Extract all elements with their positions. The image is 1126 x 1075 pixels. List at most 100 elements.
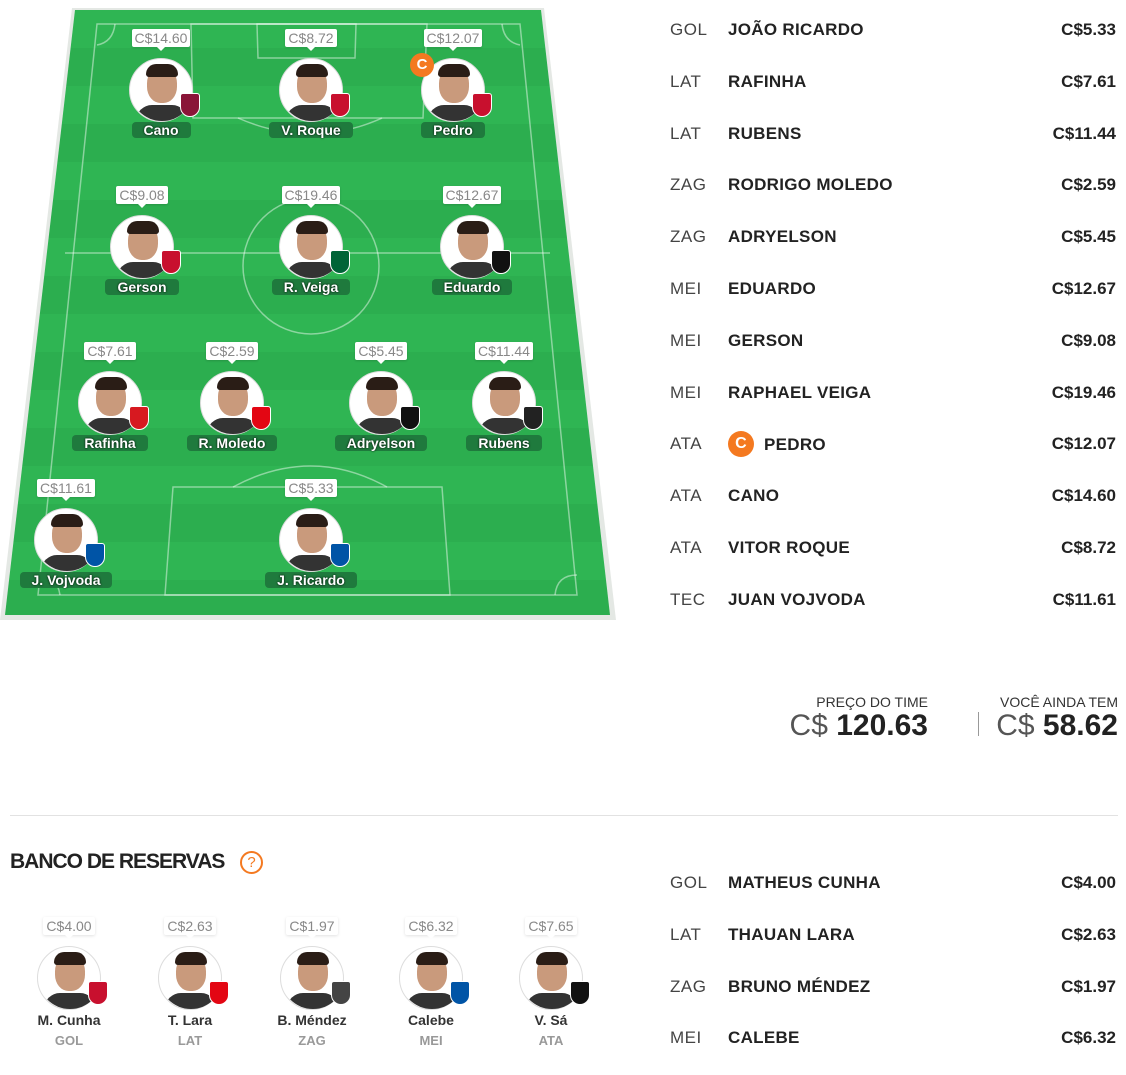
player-card[interactable]: C$2.63 T. Lara LAT bbox=[130, 917, 250, 1048]
position-label: GOL bbox=[670, 873, 708, 892]
player-name-text: MATHEUS CUNHA bbox=[728, 873, 881, 892]
player-card[interactable]: C$7.65 V. Sá ATA bbox=[491, 917, 611, 1048]
player-card[interactable]: C$5.33 J. Ricardo bbox=[251, 479, 371, 590]
player-card[interactable]: C$11.44 Rubens bbox=[444, 342, 564, 453]
player-avatar[interactable] bbox=[399, 946, 470, 1010]
list-item[interactable]: LAT RAFINHA C$7.61 bbox=[670, 72, 1116, 96]
player-avatar[interactable] bbox=[110, 215, 181, 279]
player-full-name: RAFINHA bbox=[728, 72, 807, 92]
player-card[interactable]: C$11.61 J. Vojvoda bbox=[6, 479, 126, 590]
player-name-text: JOÃO RICARDO bbox=[728, 20, 864, 39]
player-card[interactable]: C$9.08 Gerson bbox=[82, 186, 202, 297]
price-tag: C$5.33 bbox=[285, 479, 337, 501]
player-full-name: RODRIGO MOLEDO bbox=[728, 175, 893, 195]
list-item[interactable]: GOL MATHEUS CUNHA C$4.00 bbox=[670, 873, 1116, 897]
player-full-name: MATHEUS CUNHA bbox=[728, 873, 881, 893]
list-item[interactable]: MEI EDUARDO C$12.67 bbox=[670, 279, 1116, 303]
player-name-wrap: R. Veiga bbox=[251, 279, 371, 297]
list-item[interactable]: ATA CANO C$14.60 bbox=[670, 486, 1116, 510]
player-shirt bbox=[526, 993, 578, 1009]
list-item[interactable]: ZAG BRUNO MÉNDEZ C$1.97 bbox=[670, 977, 1116, 1001]
player-card[interactable]: C$12.67 Eduardo bbox=[412, 186, 532, 297]
price-tag: C$8.72 bbox=[285, 29, 337, 51]
player-hair bbox=[366, 377, 398, 390]
player-full-name: CALEBE bbox=[728, 1028, 800, 1048]
player-name: Cano bbox=[131, 122, 191, 138]
player-avatar[interactable] bbox=[37, 946, 108, 1010]
help-icon[interactable]: ? bbox=[240, 851, 263, 874]
player-hair bbox=[296, 64, 328, 77]
position-label: LAT bbox=[670, 924, 702, 944]
player-full-name: ADRYELSON bbox=[728, 227, 837, 247]
position-label: ATA bbox=[670, 434, 703, 454]
player-card[interactable]: C$14.60 Cano bbox=[101, 29, 221, 140]
price-tag: C$14.60 bbox=[131, 29, 191, 51]
player-name-wrap: J. Ricardo bbox=[251, 572, 371, 590]
player-avatar[interactable] bbox=[279, 508, 350, 572]
player-avatar[interactable] bbox=[472, 371, 543, 435]
player-name-text: RUBENS bbox=[728, 123, 802, 143]
player-avatar[interactable] bbox=[129, 58, 200, 122]
player-card[interactable]: C$7.61 Rafinha bbox=[50, 342, 170, 453]
player-avatar[interactable] bbox=[279, 58, 350, 122]
list-item[interactable]: MEI CALEBE C$6.32 bbox=[670, 1028, 1116, 1052]
player-hair bbox=[457, 221, 489, 234]
botafogo-badge-icon bbox=[570, 981, 590, 1005]
player-full-name: C PEDRO bbox=[728, 431, 826, 458]
player-full-name: BRUNO MÉNDEZ bbox=[728, 977, 870, 997]
player-price: C$11.44 bbox=[1052, 123, 1116, 143]
player-full-name: JUAN VOJVODA bbox=[728, 590, 866, 610]
player-price: C$6.32 bbox=[1061, 1028, 1116, 1048]
player-avatar[interactable] bbox=[519, 946, 590, 1010]
position-label: MEI bbox=[670, 1028, 702, 1048]
list-item[interactable]: ZAG RODRIGO MOLEDO C$2.59 bbox=[670, 175, 1116, 199]
player-hair bbox=[95, 377, 127, 390]
player-name-wrap: J. Vojvoda bbox=[6, 572, 126, 590]
player-avatar[interactable] bbox=[78, 371, 149, 435]
player-name-wrap: Rubens bbox=[444, 435, 564, 453]
list-item[interactable]: ATA VITOR ROQUE C$8.72 bbox=[670, 538, 1116, 562]
player-name: Rafinha bbox=[72, 435, 148, 451]
player-avatar[interactable] bbox=[349, 371, 420, 435]
player-name: R. Veiga bbox=[271, 279, 351, 295]
player-name: M. Cunha bbox=[37, 1012, 101, 1028]
player-price: C$1.97 bbox=[1061, 976, 1116, 996]
captain-icon: C bbox=[728, 431, 754, 458]
list-item[interactable]: ZAG ADRYELSON C$5.45 bbox=[670, 227, 1116, 251]
player-avatar[interactable] bbox=[280, 946, 351, 1010]
player-card[interactable]: C$8.72 V. Roque bbox=[251, 29, 371, 140]
player-avatar[interactable]: C bbox=[410, 53, 492, 122]
list-item[interactable]: ATA C PEDRO C$12.07 bbox=[670, 431, 1116, 458]
list-item[interactable]: LAT RUBENS C$11.44 bbox=[670, 124, 1116, 148]
player-shirt bbox=[406, 993, 458, 1009]
price-tag: C$12.07 bbox=[423, 29, 483, 51]
list-item[interactable]: TEC JUAN VOJVODA C$11.61 bbox=[670, 590, 1116, 614]
list-item[interactable]: GOL JOÃO RICARDO C$5.33 bbox=[670, 20, 1116, 44]
player-shirt bbox=[165, 993, 217, 1009]
sao-paulo-badge-icon bbox=[129, 406, 149, 430]
position-label: ZAG bbox=[670, 976, 707, 996]
player-avatar[interactable] bbox=[440, 215, 511, 279]
position-label: ATA bbox=[670, 538, 703, 557]
remaining-value: 58.62 bbox=[1042, 709, 1118, 742]
player-card[interactable]: C$6.32 Calebe MEI bbox=[371, 917, 491, 1048]
player-card[interactable]: C$4.00 M. Cunha GOL bbox=[9, 917, 129, 1048]
player-name-text: RODRIGO MOLEDO bbox=[728, 175, 893, 195]
player-hair bbox=[536, 952, 568, 965]
player-avatar[interactable] bbox=[200, 371, 271, 435]
list-item[interactable]: MEI RAPHAEL VEIGA C$19.46 bbox=[670, 383, 1116, 407]
player-card[interactable]: C$5.45 Adryelson bbox=[321, 342, 441, 453]
player-card[interactable]: C$12.07 C Pedro bbox=[393, 29, 513, 140]
player-card[interactable]: C$1.97 B. Méndez ZAG bbox=[252, 917, 372, 1048]
player-avatar[interactable] bbox=[34, 508, 105, 572]
player-card[interactable]: C$2.59 R. Moledo bbox=[172, 342, 292, 453]
player-shirt bbox=[287, 993, 339, 1009]
player-avatar[interactable] bbox=[279, 215, 350, 279]
list-item[interactable]: MEI GERSON C$9.08 bbox=[670, 331, 1116, 355]
player-avatar[interactable] bbox=[158, 946, 229, 1010]
list-item[interactable]: LAT THAUAN LARA C$2.63 bbox=[670, 925, 1116, 949]
price-tag: C$7.65 bbox=[525, 917, 577, 939]
player-card[interactable]: C$19.46 R. Veiga bbox=[251, 186, 371, 297]
fortaleza-badge-icon bbox=[450, 981, 470, 1005]
player-shirt bbox=[41, 555, 93, 571]
